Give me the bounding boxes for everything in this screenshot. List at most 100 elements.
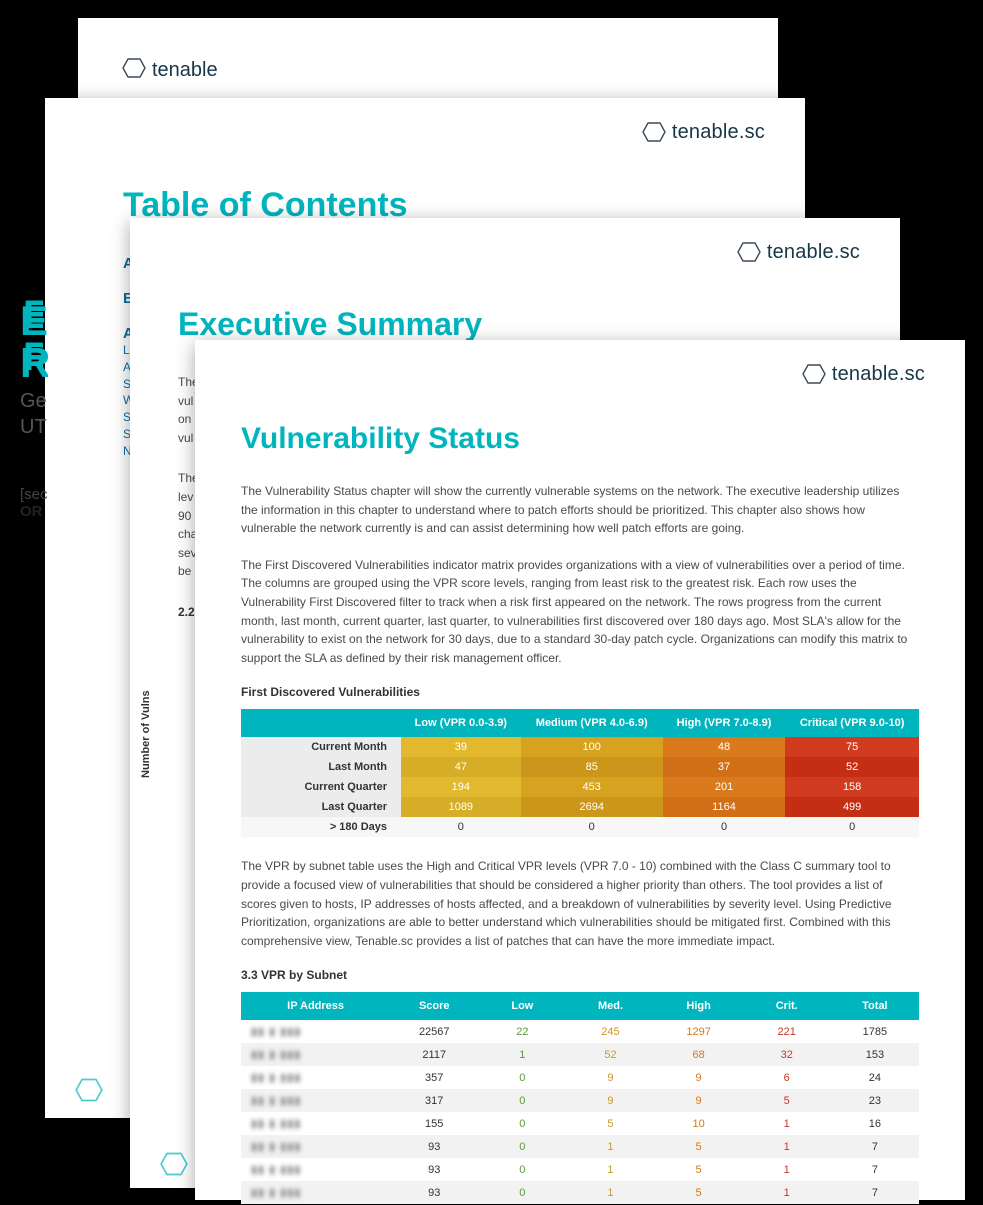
vpr-cell-total: 153: [831, 1043, 919, 1066]
logo: tenable.sc: [737, 240, 860, 264]
fd-cell: 0: [521, 817, 663, 837]
fd-cell: 1164: [663, 797, 785, 817]
page1-left-fragments: E R Ge UT [sec OR: [20, 300, 48, 520]
vpr-cell-score: 93: [390, 1135, 478, 1158]
vpr-cell-low: 0: [478, 1089, 566, 1112]
chart-y-axis-label: Number of Vulns: [140, 690, 152, 778]
fd-row-label: Last Quarter: [241, 797, 401, 817]
vpr-cell-score: 357: [390, 1066, 478, 1089]
vpr-cell-high: 10: [655, 1112, 743, 1135]
vpr-cell-ip: ▮▮ ▮ ▮▮▮: [241, 1112, 390, 1135]
logo-text: tenable.sc: [832, 363, 925, 386]
fd-table: Low (VPR 0.0-3.9)Medium (VPR 4.0-6.9)Hig…: [241, 709, 919, 837]
vpr-cell-crit: 32: [743, 1043, 831, 1066]
fd-row-label: > 180 Days: [241, 817, 401, 837]
vpr-cell-med: 5: [566, 1112, 654, 1135]
vpr-cell-crit: 1: [743, 1112, 831, 1135]
vpr-cell-low: 0: [478, 1112, 566, 1135]
fd-cell: 201: [663, 777, 785, 797]
vpr-cell-crit: 1: [743, 1181, 831, 1204]
fd-cell: 499: [785, 797, 919, 817]
fd-col-0: [241, 709, 401, 737]
fd-cell: 453: [521, 777, 663, 797]
vpr-cell-total: 24: [831, 1066, 919, 1089]
vpr-cell-high: 5: [655, 1158, 743, 1181]
logo: tenable.sc: [642, 120, 765, 144]
vpr-cell-low: 0: [478, 1135, 566, 1158]
vpr-cell-score: 155: [390, 1112, 478, 1135]
fd-cell: 0: [401, 817, 521, 837]
vpr-cell-high: 68: [655, 1043, 743, 1066]
vpr-cell-high: 9: [655, 1066, 743, 1089]
hex-icon: [802, 362, 826, 386]
fd-cell: 75: [785, 737, 919, 757]
fd-cell: 100: [521, 737, 663, 757]
vpr-cell-med: 9: [566, 1066, 654, 1089]
vpr-cell-crit: 1: [743, 1158, 831, 1181]
vpr-cell-low: 22: [478, 1020, 566, 1043]
fd-col-2: Medium (VPR 4.0-6.9): [521, 709, 663, 737]
fd-cell: 37: [663, 757, 785, 777]
logo: tenable.sc: [802, 362, 925, 386]
vpr-cell-crit: 221: [743, 1020, 831, 1043]
fd-row-label: Current Month: [241, 737, 401, 757]
fd-cell: 39: [401, 737, 521, 757]
vpr-col-3: Med.: [566, 992, 654, 1020]
hex-icon: [737, 240, 761, 264]
vpr-cell-ip: ▮▮ ▮ ▮▮▮: [241, 1135, 390, 1158]
vpr-cell-crit: 6: [743, 1066, 831, 1089]
fd-cell: 0: [663, 817, 785, 837]
vpr-cell-high: 1297: [655, 1020, 743, 1043]
fd-cell: 158: [785, 777, 919, 797]
vpr-label: 3.3 VPR by Subnet: [241, 968, 919, 982]
fd-cell: 52: [785, 757, 919, 777]
vpr-cell-ip: ▮▮ ▮ ▮▮▮: [241, 1020, 390, 1043]
vuln-para-2: The First Discovered Vulnerabilities ind…: [241, 556, 919, 668]
vpr-cell-total: 7: [831, 1158, 919, 1181]
fd-cell: 47: [401, 757, 521, 777]
vpr-cell-low: 0: [478, 1181, 566, 1204]
vpr-cell-total: 7: [831, 1135, 919, 1158]
vpr-col-4: High: [655, 992, 743, 1020]
vpr-col-5: Crit.: [743, 992, 831, 1020]
logo-top-partial: tenable: [122, 56, 218, 85]
vpr-cell-med: 245: [566, 1020, 654, 1043]
vpr-cell-crit: 5: [743, 1089, 831, 1112]
vpr-cell-score: 2117: [390, 1043, 478, 1066]
footer-hex-icon: [160, 1150, 188, 1178]
vpr-cell-med: 1: [566, 1181, 654, 1204]
logo-text: tenable.sc: [672, 121, 765, 144]
logo-text: tenable.sc: [767, 241, 860, 264]
vpr-cell-low: 0: [478, 1158, 566, 1181]
fd-row-label: Current Quarter: [241, 777, 401, 797]
logo-text-partial: tenable: [152, 59, 218, 82]
fd-col-4: Critical (VPR 9.0-10): [785, 709, 919, 737]
vuln-title: Vulnerability Status: [241, 422, 919, 456]
footer-hex-icon: [75, 1076, 103, 1104]
vpr-cell-total: 16: [831, 1112, 919, 1135]
vpr-cell-ip: ▮▮ ▮ ▮▮▮: [241, 1181, 390, 1204]
fd-label: First Discovered Vulnerabilities: [241, 685, 919, 699]
vpr-cell-ip: ▮▮ ▮ ▮▮▮: [241, 1089, 390, 1112]
vpr-cell-med: 1: [566, 1158, 654, 1181]
vuln-para-3: The VPR by subnet table uses the High an…: [241, 857, 919, 950]
vpr-col-0: IP Address: [241, 992, 390, 1020]
hex-icon: [642, 120, 666, 144]
vpr-cell-score: 22567: [390, 1020, 478, 1043]
exec-title: Executive Summary: [178, 306, 482, 343]
vpr-cell-low: 1: [478, 1043, 566, 1066]
vpr-cell-total: 7: [831, 1181, 919, 1204]
page-4-vuln: tenable.sc Vulnerability Status The Vuln…: [195, 340, 965, 1200]
vpr-cell-score: 93: [390, 1181, 478, 1204]
fd-row-label: Last Month: [241, 757, 401, 777]
vpr-col-6: Total: [831, 992, 919, 1020]
vpr-cell-ip: ▮▮ ▮ ▮▮▮: [241, 1066, 390, 1089]
fd-cell: 194: [401, 777, 521, 797]
vpr-cell-score: 317: [390, 1089, 478, 1112]
fd-cell: 48: [663, 737, 785, 757]
vuln-para-1: The Vulnerability Status chapter will sh…: [241, 482, 919, 538]
vpr-cell-high: 5: [655, 1135, 743, 1158]
vpr-cell-med: 1: [566, 1135, 654, 1158]
vpr-cell-crit: 1: [743, 1135, 831, 1158]
fd-col-3: High (VPR 7.0-8.9): [663, 709, 785, 737]
